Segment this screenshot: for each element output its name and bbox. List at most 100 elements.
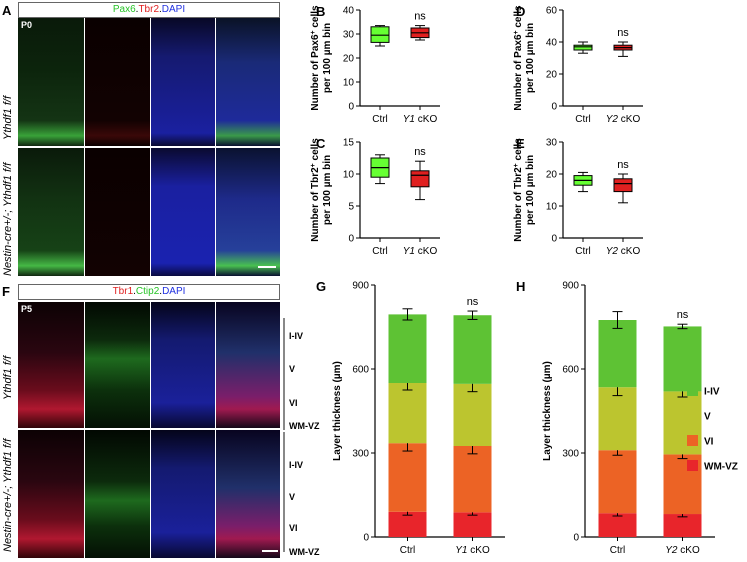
legend-label: VI bbox=[704, 437, 714, 448]
chart-e-letter: E bbox=[516, 136, 525, 151]
micrograph-a-ctrl-dapi bbox=[151, 18, 215, 146]
stain-label: . bbox=[133, 286, 136, 297]
chart-b-x-tick-label: Y1 cKO bbox=[403, 114, 438, 125]
legend-swatch bbox=[687, 435, 698, 446]
stain-label: DAPI bbox=[162, 286, 186, 297]
chart-e-annotation: ns bbox=[617, 159, 629, 171]
micrograph-a-cko-dapi bbox=[151, 148, 215, 276]
stain-label: Tbr1 bbox=[112, 286, 134, 297]
chart-h-bar-segment bbox=[598, 387, 637, 451]
stain-label: . bbox=[159, 286, 163, 297]
chart-e-y-label: Number of Tbr2+ cellsper 100 µm bin bbox=[513, 138, 537, 242]
chart-g-bar-segment bbox=[388, 443, 427, 512]
micrograph-f-ctrl-dapi bbox=[151, 302, 215, 428]
stain-label: Pax6 bbox=[112, 4, 136, 15]
panel-f-stain-header: Tbr1.Ctip2.DAPI bbox=[18, 284, 280, 300]
chart-g-y-tick-label: 600 bbox=[352, 365, 369, 376]
chart-d-y-tick-label: 0 bbox=[551, 102, 557, 113]
chart-g-y-tick-label: 900 bbox=[352, 281, 369, 292]
chart-e-y-tick-label: 10 bbox=[546, 202, 558, 213]
chart-b-y-tick-label: 0 bbox=[348, 102, 354, 113]
micrograph-f-cko-merge bbox=[216, 430, 280, 558]
chart-g-y-label: Layer thickness (µm) bbox=[332, 361, 343, 461]
chart-c-y-tick-label: 15 bbox=[343, 138, 355, 149]
chart-e-y-tick-label: 30 bbox=[546, 138, 558, 149]
scale-bar-f bbox=[262, 550, 278, 552]
chart-g-annotation: ns bbox=[467, 296, 479, 308]
micrograph-f-cko-ctip2 bbox=[85, 430, 150, 558]
chart-b-y-label: Number of Pax6+ cellsper 100 µm bin bbox=[310, 5, 334, 111]
chart-c-annotation: ns bbox=[414, 146, 426, 158]
chart-d-y-tick-label: 20 bbox=[546, 70, 558, 81]
chart-c-y-tick-label: 10 bbox=[343, 170, 355, 181]
chart-e-y-tick-label: 20 bbox=[546, 170, 558, 181]
legend-swatch bbox=[687, 385, 698, 396]
chart-g-bar-segment bbox=[453, 315, 492, 384]
micrograph-a-cko-pax6 bbox=[18, 148, 84, 276]
chart-d-y-tick-label: 60 bbox=[546, 6, 558, 17]
chart-b-box bbox=[370, 26, 390, 43]
chart-g-bar-segment bbox=[453, 383, 492, 446]
panel-label-f: F bbox=[2, 284, 10, 299]
chart-h-letter: H bbox=[516, 279, 525, 294]
layer-label-cko-6: VI bbox=[289, 523, 298, 533]
micrograph-a-ctrl-tbr2 bbox=[85, 18, 150, 146]
chart-c-y-label: Number of Tbr2+ cellsper 100 µm bin bbox=[310, 138, 334, 242]
age-label-f: P5 bbox=[21, 304, 33, 314]
chart-b-y-tick-label: 40 bbox=[343, 6, 355, 17]
layer-label-cko-1-4: I-IV bbox=[289, 460, 304, 470]
chart-h-x-tick-label: Ctrl bbox=[610, 545, 626, 556]
legend-label: V bbox=[704, 412, 711, 423]
micrograph-a-cko-merge bbox=[216, 148, 280, 276]
chart-h-x-tick-label: Y2 cKO bbox=[665, 545, 700, 556]
legend-swatch bbox=[687, 410, 698, 421]
chart-d-y-tick-label: 40 bbox=[546, 38, 558, 49]
chart-d-x-tick-label: Y2 cKO bbox=[606, 114, 641, 125]
panel-label-a: A bbox=[2, 3, 12, 18]
layer-label-ctrl-6: VI bbox=[289, 398, 298, 408]
chart-g-y-tick-label: 300 bbox=[352, 449, 369, 460]
chart-d-box bbox=[573, 44, 593, 51]
micrograph-a-ctrl-pax6 bbox=[18, 18, 84, 146]
chart-h-y-tick-label: 600 bbox=[562, 365, 579, 376]
micrograph-a-cko-tbr2 bbox=[85, 148, 150, 276]
chart-d-y-label: Number of Pax6+ cellsper 100 µm bin bbox=[513, 5, 537, 111]
chart-d-x-tick-label: Ctrl bbox=[575, 114, 591, 125]
chart-g-bar-segment bbox=[388, 314, 427, 383]
micrograph-f-ctrl-ctip2 bbox=[85, 302, 150, 428]
chart-h-bar-segment bbox=[663, 514, 702, 537]
layer-bracket-ctrl bbox=[283, 318, 285, 430]
chart-e-x-tick-label: Y2 cKO bbox=[606, 246, 641, 257]
chart-b-annotation: ns bbox=[414, 11, 426, 23]
stain-label: . bbox=[135, 4, 139, 15]
chart-h-y-tick-label: 0 bbox=[573, 533, 579, 544]
chart-c-x-tick-label: Ctrl bbox=[372, 246, 388, 257]
chart-h-bar-segment bbox=[663, 326, 702, 392]
chart-h-bar-segment bbox=[598, 320, 637, 388]
layer-bracket-cko bbox=[283, 432, 285, 552]
chart-g-bar-segment bbox=[388, 511, 427, 537]
chart-c-y-tick-label: 0 bbox=[348, 234, 354, 245]
stain-label: Tbr2 bbox=[138, 4, 159, 15]
legend-label: I-IV bbox=[704, 387, 720, 398]
chart-b-x-tick-label: Ctrl bbox=[372, 114, 388, 125]
micrograph-f-ctrl-merge bbox=[216, 302, 280, 428]
layer-label-cko-wmvz: WM-VZ bbox=[289, 547, 320, 557]
layer-label-ctrl-5: V bbox=[289, 364, 296, 374]
stain-label: DAPI bbox=[161, 4, 186, 15]
chart-h-y-tick-label: 300 bbox=[562, 449, 579, 460]
chart-e-y-tick-label: 0 bbox=[551, 234, 557, 245]
chart-b-y-tick-label: 30 bbox=[343, 30, 355, 41]
micrograph-f-cko-dapi bbox=[151, 430, 215, 558]
chart-e-box bbox=[613, 178, 633, 193]
chart-d-annotation: ns bbox=[617, 27, 629, 39]
legend-label: WM-VZ bbox=[704, 462, 738, 473]
chart-g-y-tick-label: 0 bbox=[363, 533, 369, 544]
layer-label-cko-5: V bbox=[289, 492, 296, 502]
age-label-a: P0 bbox=[21, 20, 33, 30]
stain-label: . bbox=[159, 4, 162, 15]
chart-b-letter: B bbox=[316, 4, 325, 19]
chart-g-bar-segment bbox=[453, 512, 492, 537]
chart-h-y-tick-label: 900 bbox=[562, 281, 579, 292]
